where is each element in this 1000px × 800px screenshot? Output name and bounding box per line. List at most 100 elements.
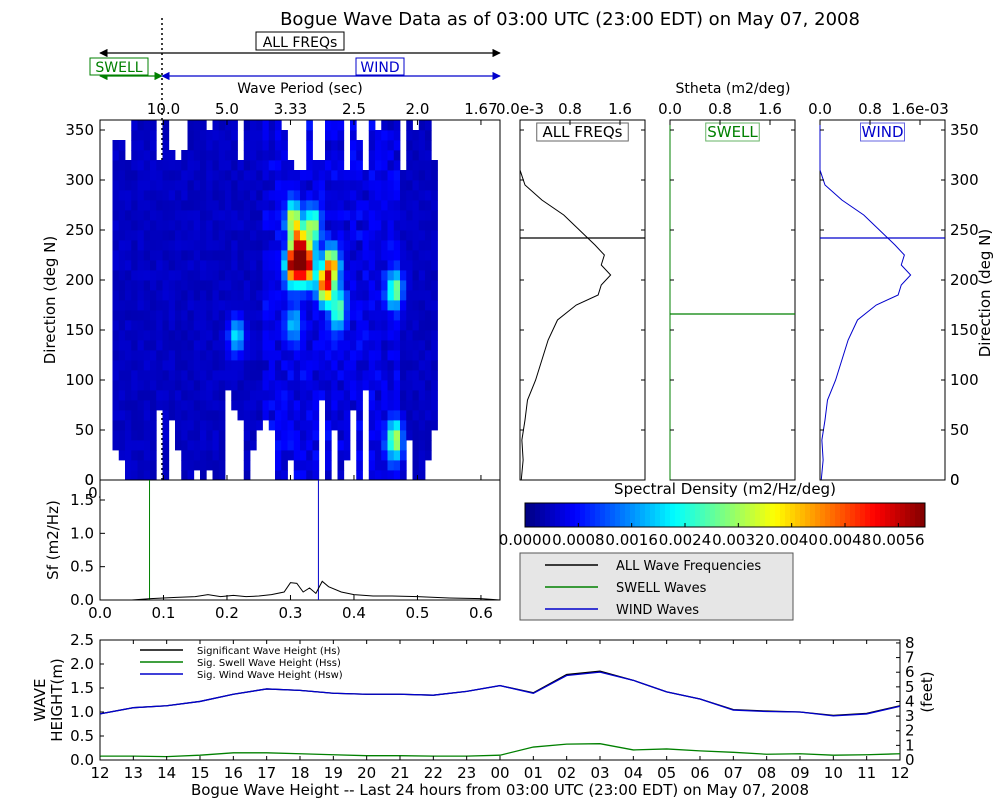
heatmap-cell (131, 140, 138, 151)
heatmap-cell (181, 460, 188, 471)
heatmap-cell (193, 330, 201, 341)
heatmap-cell (400, 260, 407, 271)
colorbar-step (810, 503, 816, 527)
heatmap-cell (181, 230, 188, 241)
heatmap-cell (112, 170, 120, 181)
heatmap-cell (187, 270, 195, 281)
heatmap-cell (218, 320, 226, 331)
heatmap-cell (331, 120, 338, 131)
heatmap-cell (137, 300, 145, 311)
heatmap-cell (212, 250, 220, 261)
heatmap-cell (118, 230, 126, 241)
heatmap-cell (406, 380, 413, 391)
heatmap-cell (275, 380, 282, 391)
heatmap-cell (262, 230, 270, 241)
heatmap-cell (243, 360, 251, 371)
heatmap-cell (112, 310, 120, 321)
heatmap-cell (368, 470, 376, 481)
heatmap-cell (325, 470, 332, 481)
heatmap-cell (206, 440, 213, 451)
heatmap-cell (406, 280, 413, 291)
heatmap-cell (368, 230, 376, 241)
heatmap-cell (343, 230, 351, 241)
heatmap-cell (287, 230, 295, 241)
wh-right-tick-label: 5 (905, 678, 915, 696)
heatmap-cell (381, 260, 388, 271)
heatmap-cell (118, 350, 126, 361)
stheta-frame (519, 119, 646, 481)
heatmap-cell (193, 160, 201, 171)
heatmap-cell (300, 270, 307, 281)
heatmap-cell (262, 300, 270, 311)
sf-y-tick-label: 1.0 (70, 524, 94, 542)
heatmap-cell (356, 410, 363, 421)
heatmap-cell (325, 190, 332, 201)
heatmap-cell (375, 230, 382, 241)
heatmap-cell (362, 180, 370, 191)
heatmap-cell (387, 410, 395, 421)
heatmap-cell (387, 310, 395, 321)
heatmap-cell (118, 200, 126, 211)
heatmap-cell (187, 410, 195, 421)
heatmap-cell (175, 190, 182, 201)
heatmap-cell (281, 380, 288, 391)
heatmap-cell (156, 240, 163, 251)
colorbar: Spectral Density (m2/Hz/deg)0.0000 0.0008… (499, 480, 926, 549)
stheta-top-tick-label: 0.0 (658, 100, 682, 118)
heatmap-cell (243, 300, 251, 311)
heatmap-cell (431, 340, 438, 351)
heatmap-cell (268, 370, 276, 381)
heatmap-cell (393, 380, 401, 391)
heatmap-cell (306, 390, 313, 401)
heatmap-cell (412, 240, 420, 251)
heatmap-cell (300, 190, 307, 201)
heatmap-cell (387, 150, 395, 161)
heatmap-cell (331, 380, 338, 391)
heatmap-cell (275, 330, 282, 341)
heatmap-cell (156, 280, 163, 291)
heatmap-cell (237, 320, 245, 331)
heatmap-cell (200, 250, 207, 261)
heatmap-cell (281, 280, 288, 291)
heatmap-cell (187, 290, 195, 301)
heatmap-cell (406, 270, 413, 281)
heatmap-cell (418, 120, 426, 131)
colorbar-step (770, 503, 776, 527)
heatmap-cell (125, 240, 132, 251)
heatmap-cell (325, 250, 332, 261)
heatmap-cell (118, 410, 126, 421)
heatmap-cell (406, 240, 413, 251)
heatmap-cell (131, 130, 138, 141)
heatmap-cell (137, 290, 145, 301)
y-tick-label: 50 (75, 421, 94, 439)
heatmap-cell (331, 170, 338, 181)
heatmap-cell (168, 370, 176, 381)
heatmap-cell (181, 210, 188, 221)
heatmap-cell (368, 300, 376, 311)
heatmap-cell (312, 390, 320, 401)
heatmap-cell (268, 300, 276, 311)
heatmap-cell (118, 330, 126, 341)
heatmap-cell (150, 190, 157, 201)
heatmap-cell (262, 250, 270, 261)
heatmap-cell (325, 350, 332, 361)
heatmap-cell (393, 160, 401, 171)
heatmap-cell (306, 170, 313, 181)
colorbar-step (600, 503, 606, 527)
heatmap-cell (418, 200, 426, 211)
heatmap-cell (256, 300, 263, 311)
heatmap-cell (206, 170, 213, 181)
heatmap-cell (281, 360, 288, 371)
heatmap-cell (237, 390, 245, 401)
heatmap-cell (112, 210, 120, 221)
heatmap-cell (431, 190, 438, 201)
heatmap-cell (356, 350, 363, 361)
heatmap-cell (193, 450, 201, 461)
heatmap-cell (293, 290, 301, 301)
heatmap-cell (137, 210, 145, 221)
heatmap-cell (418, 170, 426, 181)
heatmap-cell (200, 470, 207, 481)
heatmap-cell (281, 300, 288, 311)
heatmap-cell (243, 280, 251, 291)
heatmap-cell (306, 120, 313, 131)
